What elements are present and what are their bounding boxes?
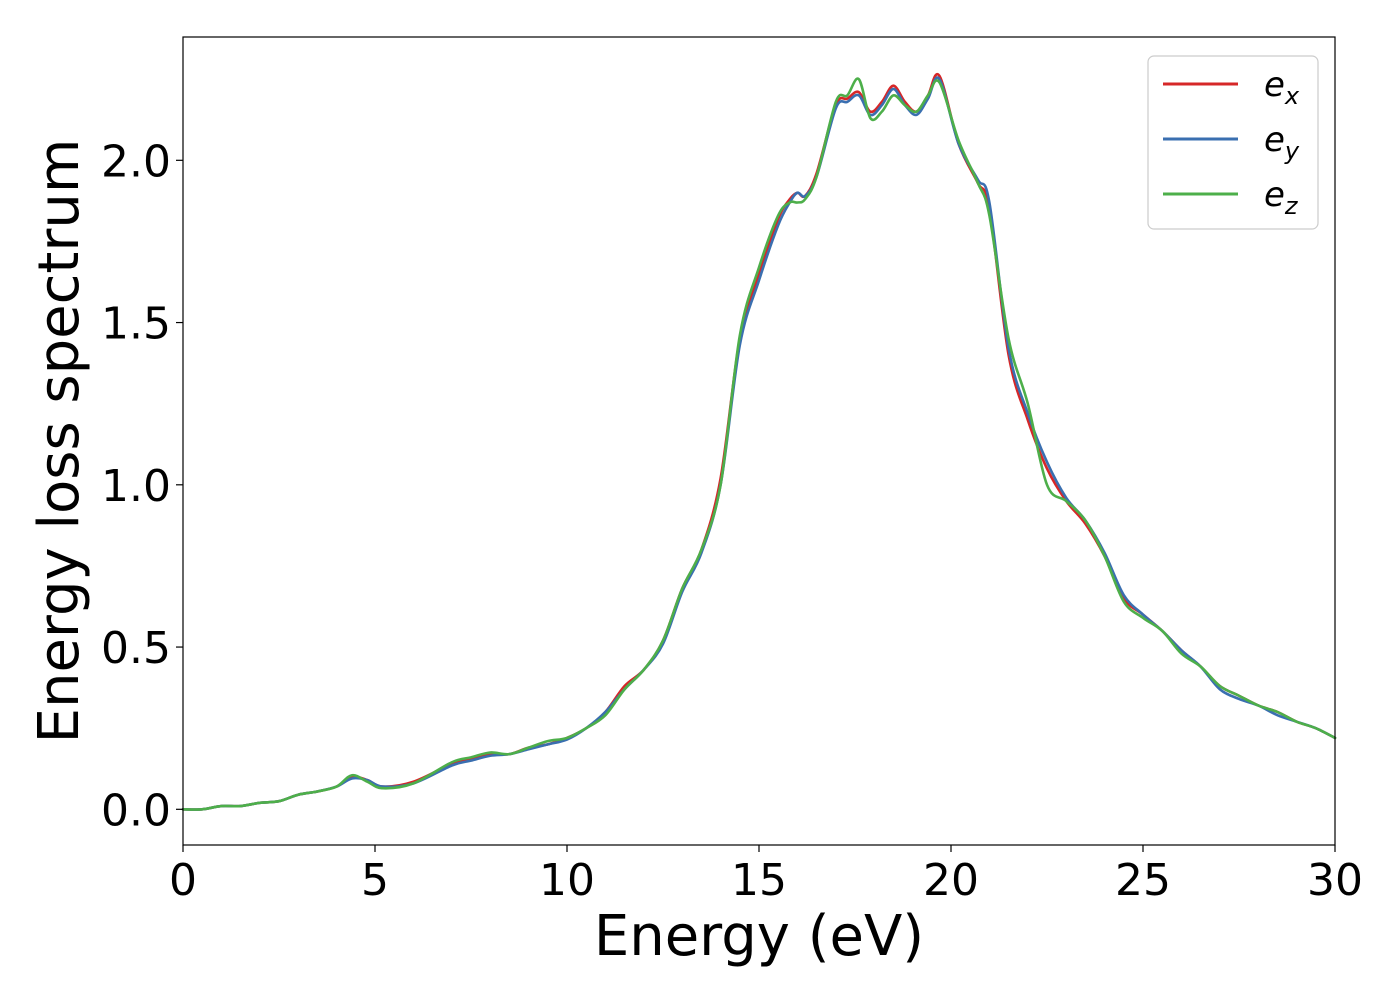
x-axis: 0 5 10 15 20 25 30	[169, 845, 1363, 906]
y-axis: 0.0 0.5 1.0 1.5 2.0	[101, 136, 183, 836]
series-layer	[181, 72, 1337, 811]
x-tick-label: 30	[1307, 855, 1363, 906]
x-tick-label: 10	[539, 855, 595, 906]
y-axis-label: Energy loss spectrum	[27, 139, 92, 744]
y-tick-label: 0.0	[101, 785, 171, 836]
legend-label-x: ex	[1264, 65, 1300, 110]
y-tick-label: 1.0	[101, 461, 171, 512]
x-tick-label: 0	[169, 855, 197, 906]
y-tick-label: 2.0	[101, 136, 171, 187]
x-tick-label: 20	[923, 855, 979, 906]
y-tick-label: 0.5	[101, 623, 171, 674]
x-tick-label: 5	[361, 855, 389, 906]
x-axis-label: Energy (eV)	[594, 904, 924, 969]
legend-label-z: ez	[1264, 175, 1299, 220]
series-line-z	[181, 77, 1337, 811]
x-tick-label: 15	[731, 855, 787, 906]
y-tick-label: 1.5	[101, 299, 171, 350]
x-tick-label: 25	[1115, 855, 1171, 906]
legend-box	[1147, 55, 1319, 230]
series-line-y	[181, 76, 1337, 811]
legend-entries: ex ey ez	[1163, 65, 1300, 220]
legend: ex ey ez	[1147, 55, 1319, 230]
legend-label-y: ey	[1264, 120, 1300, 165]
